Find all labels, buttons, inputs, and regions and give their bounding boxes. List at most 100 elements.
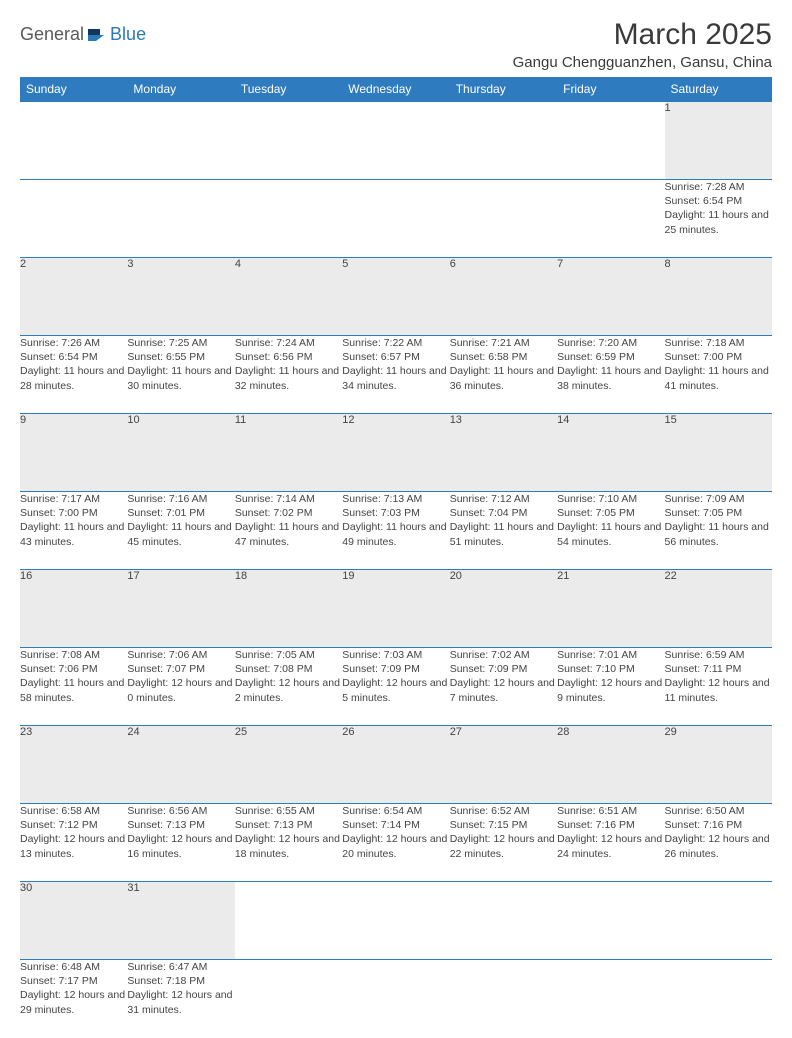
sunrise-text: Sunrise: 6:52 AM — [450, 804, 557, 818]
day-number-cell: 27 — [450, 726, 557, 804]
day-detail-cell: Sunrise: 7:25 AMSunset: 6:55 PMDaylight:… — [127, 336, 234, 414]
location: Gangu Chengguanzhen, Gansu, China — [513, 54, 772, 71]
day-detail-cell — [20, 180, 127, 258]
day-detail-cell: Sunrise: 7:13 AMSunset: 7:03 PMDaylight:… — [342, 492, 449, 570]
daylight-text: Daylight: 12 hours and 9 minutes. — [557, 676, 664, 704]
sunrise-text: Sunrise: 7:16 AM — [127, 492, 234, 506]
day-number-cell: 17 — [127, 570, 234, 648]
day-number-cell — [342, 102, 449, 180]
day-number-cell: 23 — [20, 726, 127, 804]
sunrise-text: Sunrise: 6:48 AM — [20, 960, 127, 974]
daylight-text: Daylight: 11 hours and 34 minutes. — [342, 364, 449, 392]
day-detail-cell: Sunrise: 7:16 AMSunset: 7:01 PMDaylight:… — [127, 492, 234, 570]
logo-text-general: General — [20, 24, 84, 45]
day-number-cell — [665, 882, 772, 960]
day-detail-cell: Sunrise: 7:10 AMSunset: 7:05 PMDaylight:… — [557, 492, 664, 570]
day-number-cell: 24 — [127, 726, 234, 804]
day-number-row: 3031 — [20, 882, 772, 960]
sunrise-text: Sunrise: 7:12 AM — [450, 492, 557, 506]
weekday-header: Sunday — [20, 77, 127, 102]
day-number-cell: 28 — [557, 726, 664, 804]
daylight-text: Daylight: 11 hours and 36 minutes. — [450, 364, 557, 392]
day-detail-cell: Sunrise: 7:18 AMSunset: 7:00 PMDaylight:… — [665, 336, 772, 414]
day-number-cell: 29 — [665, 726, 772, 804]
day-number-row: 2345678 — [20, 258, 772, 336]
sunset-text: Sunset: 7:12 PM — [20, 818, 127, 832]
sunrise-text: Sunrise: 7:28 AM — [665, 180, 772, 194]
day-number-cell: 7 — [557, 258, 664, 336]
day-number-cell: 3 — [127, 258, 234, 336]
day-number-cell: 21 — [557, 570, 664, 648]
daylight-text: Daylight: 11 hours and 38 minutes. — [557, 364, 664, 392]
daylight-text: Daylight: 11 hours and 25 minutes. — [665, 208, 772, 236]
day-detail-cell: Sunrise: 7:05 AMSunset: 7:08 PMDaylight:… — [235, 648, 342, 726]
day-number-cell — [450, 882, 557, 960]
sunset-text: Sunset: 7:09 PM — [450, 662, 557, 676]
sunset-text: Sunset: 7:01 PM — [127, 506, 234, 520]
daylight-text: Daylight: 12 hours and 18 minutes. — [235, 832, 342, 860]
day-detail-cell: Sunrise: 6:51 AMSunset: 7:16 PMDaylight:… — [557, 804, 664, 882]
day-detail-cell: Sunrise: 7:28 AMSunset: 6:54 PMDaylight:… — [665, 180, 772, 258]
day-detail-cell: Sunrise: 7:24 AMSunset: 6:56 PMDaylight:… — [235, 336, 342, 414]
day-number-cell: 19 — [342, 570, 449, 648]
weekday-header-row: Sunday Monday Tuesday Wednesday Thursday… — [20, 77, 772, 102]
day-number-cell: 26 — [342, 726, 449, 804]
day-detail-cell: Sunrise: 7:21 AMSunset: 6:58 PMDaylight:… — [450, 336, 557, 414]
day-detail-cell: Sunrise: 6:59 AMSunset: 7:11 PMDaylight:… — [665, 648, 772, 726]
sunset-text: Sunset: 6:56 PM — [235, 350, 342, 364]
day-detail-cell: Sunrise: 7:01 AMSunset: 7:10 PMDaylight:… — [557, 648, 664, 726]
day-number-cell — [20, 102, 127, 180]
day-detail-cell: Sunrise: 7:17 AMSunset: 7:00 PMDaylight:… — [20, 492, 127, 570]
sunset-text: Sunset: 7:10 PM — [557, 662, 664, 676]
daylight-text: Daylight: 12 hours and 16 minutes. — [127, 832, 234, 860]
sunrise-text: Sunrise: 6:47 AM — [127, 960, 234, 974]
day-number-cell: 12 — [342, 414, 449, 492]
daylight-text: Daylight: 11 hours and 47 minutes. — [235, 520, 342, 548]
daylight-text: Daylight: 12 hours and 26 minutes. — [665, 832, 772, 860]
sunrise-text: Sunrise: 7:01 AM — [557, 648, 664, 662]
day-detail-cell — [235, 960, 342, 1038]
sunrise-text: Sunrise: 7:26 AM — [20, 336, 127, 350]
day-number-cell: 22 — [665, 570, 772, 648]
sunrise-text: Sunrise: 7:14 AM — [235, 492, 342, 506]
day-number-row: 16171819202122 — [20, 570, 772, 648]
daylight-text: Daylight: 12 hours and 2 minutes. — [235, 676, 342, 704]
day-detail-cell: Sunrise: 7:14 AMSunset: 7:02 PMDaylight:… — [235, 492, 342, 570]
day-detail-row: Sunrise: 7:28 AMSunset: 6:54 PMDaylight:… — [20, 180, 772, 258]
day-number-cell: 20 — [450, 570, 557, 648]
day-detail-cell — [557, 180, 664, 258]
day-number-cell: 11 — [235, 414, 342, 492]
sunrise-text: Sunrise: 6:59 AM — [665, 648, 772, 662]
sunrise-text: Sunrise: 7:09 AM — [665, 492, 772, 506]
day-detail-cell — [557, 960, 664, 1038]
day-detail-cell: Sunrise: 6:47 AMSunset: 7:18 PMDaylight:… — [127, 960, 234, 1038]
sunset-text: Sunset: 7:03 PM — [342, 506, 449, 520]
day-number-cell: 16 — [20, 570, 127, 648]
sunset-text: Sunset: 7:11 PM — [665, 662, 772, 676]
day-number-cell — [342, 882, 449, 960]
daylight-text: Daylight: 12 hours and 31 minutes. — [127, 988, 234, 1016]
day-number-cell — [450, 102, 557, 180]
calendar-table: Sunday Monday Tuesday Wednesday Thursday… — [20, 77, 772, 1038]
day-detail-cell — [235, 180, 342, 258]
daylight-text: Daylight: 12 hours and 29 minutes. — [20, 988, 127, 1016]
day-detail-cell: Sunrise: 6:52 AMSunset: 7:15 PMDaylight:… — [450, 804, 557, 882]
day-number-cell: 15 — [665, 414, 772, 492]
day-detail-cell: Sunrise: 7:02 AMSunset: 7:09 PMDaylight:… — [450, 648, 557, 726]
sunrise-text: Sunrise: 7:05 AM — [235, 648, 342, 662]
sunset-text: Sunset: 7:09 PM — [342, 662, 449, 676]
sunrise-text: Sunrise: 7:17 AM — [20, 492, 127, 506]
sunset-text: Sunset: 7:02 PM — [235, 506, 342, 520]
sunrise-text: Sunrise: 6:50 AM — [665, 804, 772, 818]
sunrise-text: Sunrise: 7:25 AM — [127, 336, 234, 350]
sunset-text: Sunset: 7:17 PM — [20, 974, 127, 988]
sunset-text: Sunset: 7:15 PM — [450, 818, 557, 832]
sunset-text: Sunset: 7:08 PM — [235, 662, 342, 676]
day-number-cell — [127, 102, 234, 180]
daylight-text: Daylight: 11 hours and 30 minutes. — [127, 364, 234, 392]
day-number-cell: 10 — [127, 414, 234, 492]
daylight-text: Daylight: 12 hours and 11 minutes. — [665, 676, 772, 704]
sunset-text: Sunset: 6:58 PM — [450, 350, 557, 364]
flag-icon — [86, 26, 108, 44]
sunrise-text: Sunrise: 6:54 AM — [342, 804, 449, 818]
